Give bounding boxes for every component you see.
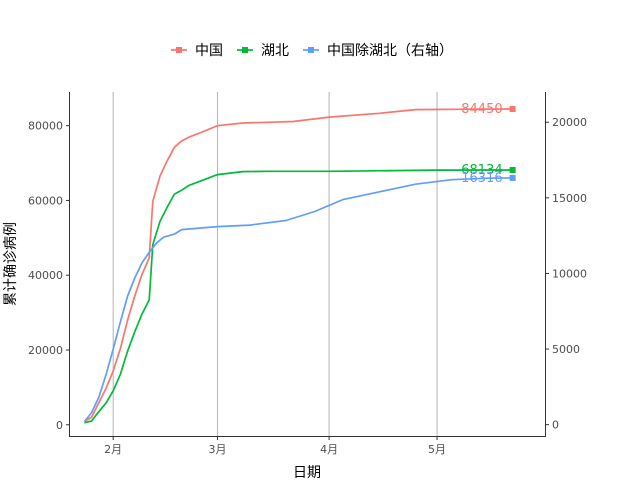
- y-axis-title: 累计确诊病例: [3, 222, 19, 306]
- right-y-tick-label: 0: [552, 419, 559, 432]
- series-end-label-2: 16316: [461, 171, 502, 186]
- x-tick-label: 2月: [104, 443, 122, 456]
- series-line-1: [84, 169, 513, 424]
- left-y-tick-label: 20000: [28, 344, 63, 357]
- left-y-axis-ticks: 0 20000 40000 60000 80000: [28, 120, 70, 432]
- series-line-2: [83, 177, 513, 423]
- left-y-tick-label: 60000: [28, 194, 63, 207]
- right-y-tick-label: 15000: [552, 192, 587, 205]
- right-y-axis-ticks: 0 5000 10000 15000 20000: [545, 116, 587, 432]
- series-endpoint-0: [509, 106, 516, 113]
- legend-label: 中国: [195, 43, 223, 59]
- right-y-tick-label: 10000: [552, 267, 587, 280]
- legend: 中国 湖北 中国除湖北（右轴）: [171, 43, 453, 59]
- left-y-tick-label: 0: [56, 419, 63, 432]
- left-y-tick-label: 80000: [28, 120, 63, 133]
- x-axis-title: 日期: [293, 465, 321, 480]
- legend-label: 中国除湖北（右轴）: [327, 43, 453, 59]
- series-endpoint-1: [509, 167, 516, 174]
- right-y-tick-label: 5000: [552, 343, 580, 356]
- series-lines: [83, 108, 513, 424]
- series-end-label-1: 68134: [461, 163, 502, 178]
- left-y-tick-label: 40000: [28, 269, 63, 282]
- x-tick-label: 4月: [320, 443, 338, 456]
- endpoint-markers: [509, 106, 516, 181]
- legend-key-marker: [176, 47, 182, 53]
- x-tick-label: 3月: [209, 443, 227, 456]
- legend-label: 湖北: [261, 43, 289, 59]
- grid-lines: [112, 92, 438, 436]
- series-endpoint-2: [509, 174, 516, 181]
- x-axis-ticks: 2月 3月 4月 5月: [104, 436, 446, 456]
- right-y-tick-label: 20000: [552, 116, 587, 129]
- x-tick-label: 5月: [428, 443, 446, 456]
- series-line-0: [83, 108, 513, 423]
- legend-key-marker: [242, 47, 248, 53]
- series-end-label-0: 84450: [461, 102, 502, 117]
- legend-key-marker: [308, 47, 314, 53]
